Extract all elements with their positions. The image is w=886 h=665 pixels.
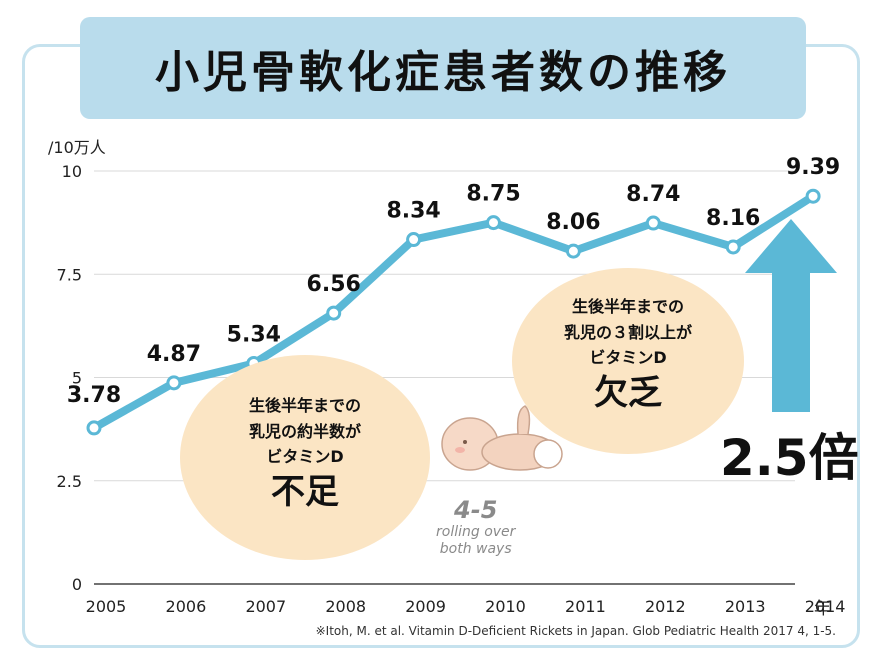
footnote: ※Itoh, M. et al. Vitamin D-Deficient Ric… <box>315 624 836 638</box>
baby-caption-line2: both ways <box>439 540 512 557</box>
x-tick-label: 2012 <box>645 597 686 616</box>
baby-caption: 4-5 rolling over both ways <box>436 496 515 558</box>
x-tick-label: 2007 <box>245 597 286 616</box>
data-point <box>725 239 741 255</box>
baby-illustration <box>441 405 563 471</box>
data-label: 8.16 <box>706 206 760 231</box>
arrow-label: 2.5倍 <box>720 429 859 487</box>
x-tick-label: 2010 <box>485 597 526 616</box>
up-arrow <box>745 219 837 412</box>
x-tick-label: 2009 <box>405 597 446 616</box>
data-point <box>166 375 182 391</box>
y-tick-label: 2.5 <box>57 472 82 491</box>
bubble-left-headline: 不足 <box>271 471 339 512</box>
y-tick-label: 0 <box>72 575 82 594</box>
data-point <box>565 243 581 259</box>
x-tick-label: 2011 <box>565 597 606 616</box>
x-tick-label: 2008 <box>325 597 366 616</box>
data-label: 4.87 <box>147 342 201 367</box>
baby-age: 4-5 <box>454 496 498 524</box>
y-axis-unit: /10万人 <box>48 138 106 157</box>
data-point <box>486 215 501 231</box>
data-point <box>645 215 661 231</box>
data-label: 8.34 <box>386 199 440 224</box>
data-label: 5.34 <box>227 322 281 347</box>
y-tick-label: 7.5 <box>57 265 82 284</box>
data-point <box>406 232 422 248</box>
y-tick-label: 5 <box>72 369 82 388</box>
x-tick-label: 2005 <box>86 597 127 616</box>
data-label: 8.74 <box>626 182 680 207</box>
speech-bubble-left: 生後半年までの 乳児の約半数が ビタミンD 不足 <box>180 355 430 560</box>
data-point <box>86 420 102 436</box>
data-label: 3.78 <box>67 383 121 408</box>
data-label: 8.75 <box>466 182 520 207</box>
bubble-right-headline: 欠乏 <box>594 372 662 413</box>
series-line <box>90 192 818 432</box>
x-tick-label: 2006 <box>166 597 207 616</box>
x-axis-unit: 年 <box>814 599 831 619</box>
data-label: 9.39 <box>786 155 840 180</box>
x-tick-label: 2013 <box>725 597 766 616</box>
data-label: 6.56 <box>307 272 361 297</box>
chart-title: 小児骨軟化症患者数の推移 <box>155 47 731 98</box>
bubble-right-line1: 生後半年までの <box>571 297 684 316</box>
baby-caption-line1: rolling over <box>436 524 516 540</box>
data-label: 8.06 <box>546 210 600 235</box>
title-banner: 小児骨軟化症患者数の推移 <box>80 17 806 119</box>
data-point <box>326 305 342 321</box>
speech-bubble-right: 生後半年までの 乳児の３割以上が ビタミンD 欠乏 <box>512 268 744 454</box>
bubble-left-line3: ビタミンD <box>266 447 344 467</box>
bubble-right-line2: 乳児の３割以上が <box>563 322 692 342</box>
bubble-left-line2: 乳児の約半数が <box>248 421 361 441</box>
x-tick-label: 2014 <box>805 597 846 616</box>
data-point <box>805 188 821 204</box>
bubble-right-line3: ビタミンD <box>589 348 667 368</box>
bubble-left-line1: 生後半年までの <box>248 396 361 415</box>
y-tick-label: 10 <box>62 162 82 181</box>
